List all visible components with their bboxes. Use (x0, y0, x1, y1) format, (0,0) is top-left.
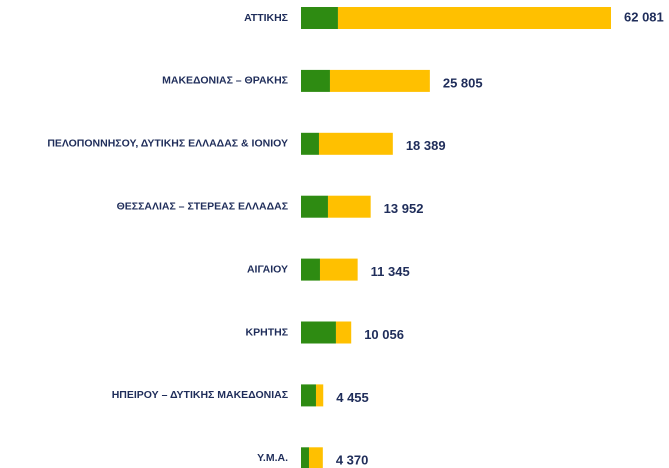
bar-segment (301, 384, 316, 407)
bar-segment (301, 447, 309, 468)
total-label: 18 389 (406, 138, 446, 153)
total-label: 11 345 (371, 264, 410, 279)
bar-segment (301, 258, 320, 281)
bar-segment (318, 132, 393, 155)
category-label: ΚΡΗΤΗΣ (246, 326, 288, 338)
bar-segment (301, 132, 319, 155)
total-label: 4 370 (336, 453, 369, 468)
category-label: ΜΑΚΕΔΟΝΙΑΣ – ΘΡΑΚΗΣ (162, 75, 288, 87)
total-label: 25 805 (443, 75, 483, 90)
bar-segment (301, 69, 330, 92)
bar-segment (301, 321, 336, 344)
bar-segment (301, 7, 338, 29)
category-label: ΑΤΤΙΚΗΣ (244, 12, 288, 24)
total-label: 62 081 (624, 9, 664, 24)
bar-segment (308, 447, 323, 468)
bar-segment (327, 195, 371, 218)
bar-segment (319, 258, 358, 281)
bar-segment (315, 384, 324, 407)
category-label: ΠΕΛΟΠΟΝΝΗΣΟΥ, ΔΥΤΙΚΗΣ ΕΛΛΑΔΑΣ & ΙΟΝΙΟΥ (47, 138, 288, 150)
total-label: 10 056 (364, 327, 404, 342)
total-label: 4 455 (336, 390, 369, 405)
bar-segment (329, 69, 430, 92)
category-label: Υ.Μ.Α. (257, 452, 288, 464)
category-label: ΑΙΓΑΙΟΥ (247, 263, 288, 275)
bar-segment (337, 7, 611, 29)
category-label: ΗΠΕΙΡΟΥ – ΔΥΤΙΚΗΣ ΜΑΚΕΔΟΝΙΑΣ (112, 389, 288, 401)
bar-segment (301, 195, 328, 218)
bar-segment (335, 321, 352, 344)
total-label: 13 952 (384, 201, 424, 216)
category-label: ΘΕΣΣΑΛΙΑΣ – ΣΤΕΡΕΑΣ ΕΛΛΑΔΑΣ (117, 200, 288, 212)
